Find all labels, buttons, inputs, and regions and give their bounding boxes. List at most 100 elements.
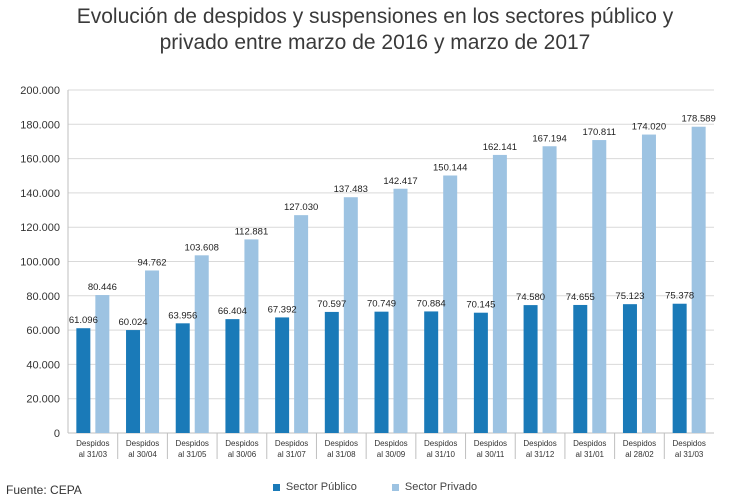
bar-sector-privado bbox=[95, 295, 110, 433]
x-tick-label: al 31/01 bbox=[576, 450, 605, 459]
data-label-publico: 70.145 bbox=[466, 300, 495, 311]
legend-item-publico: Sector Público bbox=[272, 481, 357, 493]
y-tick-label: 60.000 bbox=[26, 325, 60, 337]
bar-sector-publico bbox=[324, 311, 339, 433]
data-label-publico: 61.096 bbox=[69, 315, 98, 326]
bar-sector-publico bbox=[622, 304, 637, 433]
bar-sector-privado bbox=[443, 175, 458, 433]
x-tick-label: Despidos bbox=[424, 439, 457, 448]
data-label-privado: 178.589 bbox=[681, 114, 715, 125]
bar-sector-privado bbox=[592, 140, 607, 433]
legend-label-publico: Sector Público bbox=[285, 481, 357, 493]
data-label-publico: 70.749 bbox=[367, 299, 396, 310]
bar-sector-publico bbox=[672, 303, 687, 433]
x-tick-label: al 30/04 bbox=[128, 450, 157, 459]
y-tick-label: 20.000 bbox=[26, 394, 60, 406]
data-label-publico: 70.597 bbox=[317, 299, 346, 310]
legend-item-privado: Sector Privado bbox=[391, 481, 478, 493]
label-layer: 61.096 80.446 60.024 94.762 63.956 103.608 66.… bbox=[69, 114, 716, 328]
data-label-publico: 74.580 bbox=[516, 292, 545, 303]
legend-swatch-privado bbox=[391, 483, 399, 491]
x-tick-label: Despidos bbox=[374, 439, 407, 448]
bar-sector-privado bbox=[194, 255, 209, 433]
x-tick-label: Despidos bbox=[176, 439, 209, 448]
bar-sector-publico bbox=[76, 328, 91, 433]
legend-swatch-publico bbox=[272, 483, 280, 491]
data-label-publico: 75.378 bbox=[665, 291, 694, 302]
legend: Sector Público Sector Privado bbox=[0, 481, 750, 494]
x-tick-label: Despidos bbox=[126, 439, 159, 448]
x-tick-label: Despidos bbox=[275, 439, 308, 448]
bar-sector-privado bbox=[691, 126, 706, 434]
x-tick-label: al 31/12 bbox=[526, 450, 555, 459]
x-tick-label: al 30/06 bbox=[228, 450, 257, 459]
data-label-privado: 127.030 bbox=[284, 202, 318, 213]
bar-sector-publico bbox=[424, 311, 439, 433]
bar-sector-publico bbox=[275, 317, 290, 433]
bar-sector-privado bbox=[145, 270, 160, 433]
x-tick-label: al 31/10 bbox=[426, 450, 455, 459]
y-tick-label: 40.000 bbox=[26, 359, 60, 371]
y-tick-label: 160.000 bbox=[20, 154, 60, 166]
bar-sector-publico bbox=[473, 312, 488, 433]
data-label-publico: 66.404 bbox=[218, 306, 247, 317]
bar-sector-publico bbox=[225, 319, 240, 433]
data-label-publico: 63.956 bbox=[168, 310, 197, 321]
chart-title-line-2: privado entre marzo de 2016 y marzo de 2… bbox=[159, 31, 591, 54]
data-label-privado: 162.141 bbox=[483, 142, 517, 153]
bar-sector-publico bbox=[175, 323, 190, 433]
bar-layer bbox=[76, 126, 706, 434]
data-label-privado: 150.144 bbox=[433, 163, 467, 174]
data-label-privado: 170.811 bbox=[582, 127, 616, 138]
bar-sector-publico bbox=[573, 304, 588, 433]
source-note: Fuente: CEPA bbox=[6, 483, 82, 497]
data-label-publico: 70.884 bbox=[417, 298, 446, 309]
x-tick-label: al 31/08 bbox=[327, 450, 356, 459]
data-label-privado: 94.762 bbox=[138, 257, 167, 268]
x-tick-label: Despidos bbox=[225, 439, 258, 448]
data-label-publico: 74.655 bbox=[566, 292, 595, 303]
chart-title-line-1: Evolución de despidos y suspensiones en … bbox=[76, 5, 674, 28]
chart-title: Evolución de despidos y suspensiones en … bbox=[0, 4, 750, 56]
y-tick-label: 100.000 bbox=[20, 257, 60, 269]
data-label-publico: 60.024 bbox=[119, 317, 148, 328]
bar-sector-privado bbox=[641, 134, 656, 433]
data-label-privado: 142.417 bbox=[383, 176, 417, 187]
bar-sector-privado bbox=[542, 146, 557, 434]
legend-label-privado: Sector Privado bbox=[404, 481, 478, 493]
x-tick-label: al 28/02 bbox=[625, 450, 654, 459]
y-tick-label: 200.000 bbox=[20, 85, 60, 97]
bar-sector-privado bbox=[492, 154, 507, 433]
x-tick-label: al 31/03 bbox=[675, 450, 704, 459]
x-tick-label: al 31/05 bbox=[178, 450, 207, 459]
y-tick-label: 80.000 bbox=[26, 291, 60, 303]
bar-sector-privado bbox=[244, 239, 259, 433]
data-label-privado: 103.608 bbox=[185, 242, 219, 253]
x-tick-label: al 31/07 bbox=[277, 450, 306, 459]
bar-sector-privado bbox=[393, 188, 408, 433]
data-label-privado: 167.194 bbox=[532, 133, 566, 144]
data-label-publico: 75.123 bbox=[615, 291, 644, 302]
x-tick-label: Despidos bbox=[523, 439, 556, 448]
axis-layer: 0 20.000 40.000 60.000 80.000 100.000 120.000 1… bbox=[20, 85, 714, 459]
x-tick-label: Despidos bbox=[325, 439, 358, 448]
x-tick-label: Despidos bbox=[672, 439, 705, 448]
grid-layer bbox=[68, 89, 714, 400]
y-tick-label: 120.000 bbox=[20, 222, 60, 234]
bar-sector-privado bbox=[343, 197, 358, 433]
x-tick-label: al 31/03 bbox=[79, 450, 108, 459]
data-label-privado: 112.881 bbox=[235, 226, 269, 237]
data-label-publico: 67.392 bbox=[268, 304, 297, 315]
y-tick-label: 180.000 bbox=[20, 119, 60, 131]
x-tick-label: Despidos bbox=[474, 439, 507, 448]
y-tick-label: 140.000 bbox=[20, 188, 60, 200]
bar-sector-privado bbox=[294, 215, 309, 433]
data-label-privado: 174.020 bbox=[632, 122, 666, 133]
data-label-privado: 80.446 bbox=[88, 282, 117, 293]
x-tick-label: Despidos bbox=[623, 439, 656, 448]
x-tick-label: Despidos bbox=[573, 439, 606, 448]
bar-sector-publico bbox=[374, 311, 389, 433]
bar-sector-publico bbox=[523, 305, 538, 433]
y-tick-label: 0 bbox=[54, 428, 60, 440]
